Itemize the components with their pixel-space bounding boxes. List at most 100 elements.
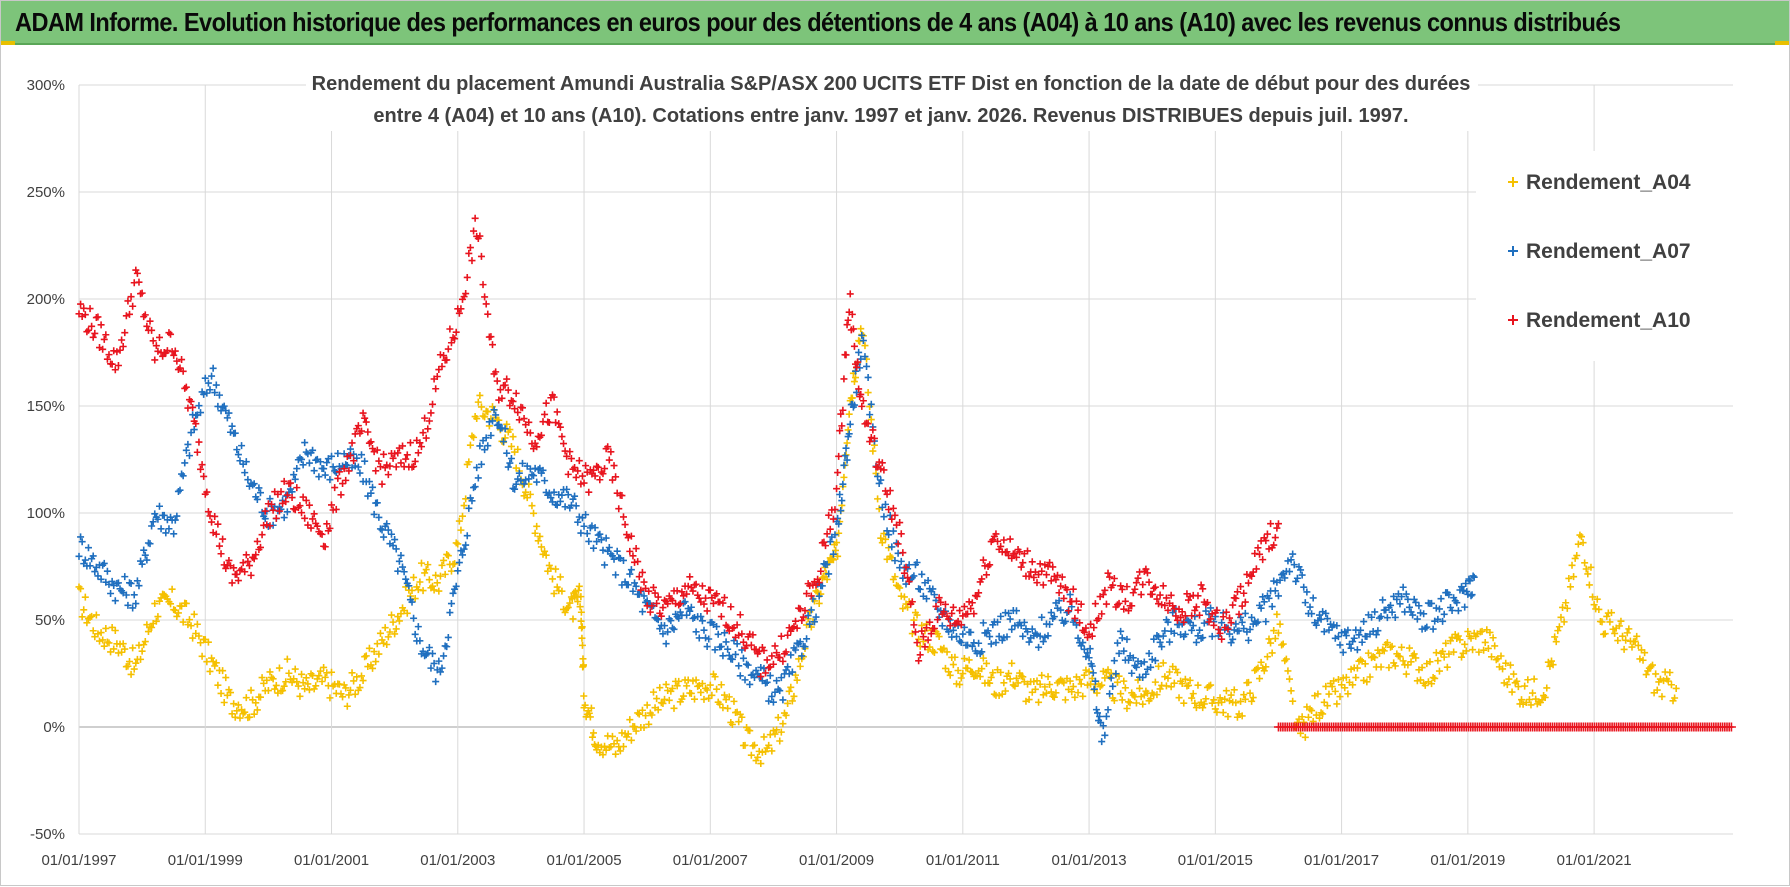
data-point <box>736 672 744 680</box>
data-point <box>383 520 391 528</box>
data-point <box>1227 619 1235 627</box>
data-point <box>1199 634 1207 642</box>
data-point <box>465 249 473 257</box>
data-point <box>580 522 588 530</box>
data-point <box>537 431 545 439</box>
data-point <box>1316 714 1323 722</box>
data-point <box>446 325 454 333</box>
data-point <box>105 639 113 647</box>
data-point <box>779 657 787 665</box>
corner-mark-left <box>1 41 15 45</box>
data-point <box>695 594 703 602</box>
data-point <box>380 450 388 458</box>
data-point <box>986 633 994 641</box>
data-point <box>705 635 713 643</box>
data-point <box>1092 706 1100 714</box>
data-point <box>982 571 990 579</box>
data-point <box>1249 568 1257 576</box>
data-point <box>253 706 261 714</box>
data-point <box>234 451 242 459</box>
data-point <box>1038 613 1046 621</box>
data-point <box>965 656 973 664</box>
data-point <box>1104 706 1112 714</box>
data-point <box>885 544 893 552</box>
data-point <box>452 328 460 336</box>
data-point <box>1587 563 1595 571</box>
data-point <box>1050 693 1058 701</box>
data-point <box>792 646 800 654</box>
data-point <box>114 579 122 587</box>
data-point <box>1347 644 1355 652</box>
data-point <box>1085 668 1093 676</box>
data-point <box>599 751 607 759</box>
data-point <box>1549 661 1557 669</box>
data-point <box>250 555 258 563</box>
data-point <box>803 635 811 643</box>
data-point <box>121 645 129 653</box>
data-point <box>1290 561 1298 569</box>
data-point <box>820 538 828 546</box>
data-point <box>185 452 193 460</box>
data-point <box>1181 612 1189 620</box>
data-point <box>1167 591 1175 599</box>
data-point <box>541 410 549 418</box>
data-point <box>913 559 921 567</box>
data-point <box>619 556 627 564</box>
data-point <box>187 622 195 630</box>
data-point <box>269 675 277 683</box>
data-point <box>433 373 441 381</box>
data-point <box>1267 639 1275 647</box>
data-point <box>894 540 902 548</box>
data-point <box>924 636 932 644</box>
data-point <box>342 476 350 484</box>
data-point <box>477 460 485 468</box>
data-point <box>225 409 233 417</box>
data-point <box>849 325 857 333</box>
data-point <box>1142 565 1150 573</box>
data-point <box>1314 690 1322 698</box>
data-point <box>280 514 288 522</box>
data-point <box>1087 620 1095 628</box>
data-point <box>345 467 353 475</box>
data-point <box>222 674 230 682</box>
data-point <box>389 618 397 626</box>
data-point <box>223 561 231 569</box>
data-point <box>703 643 711 651</box>
data-point <box>1117 627 1125 635</box>
data-point <box>1186 592 1194 600</box>
data-point <box>1434 657 1442 665</box>
data-point <box>1298 713 1306 721</box>
data-point <box>575 582 583 590</box>
data-point <box>662 640 670 648</box>
data-point <box>1284 667 1292 675</box>
data-point <box>735 631 743 639</box>
data-point <box>301 685 309 693</box>
data-point <box>154 347 162 355</box>
data-point <box>552 565 560 573</box>
data-point <box>1513 677 1521 685</box>
data-point <box>358 427 366 435</box>
data-point <box>692 676 700 684</box>
data-point <box>923 595 931 603</box>
data-point <box>261 515 269 523</box>
data-point <box>1404 661 1412 669</box>
data-point <box>597 536 605 544</box>
data-point <box>1461 640 1469 648</box>
data-point <box>1164 674 1172 682</box>
data-point <box>1458 583 1466 591</box>
data-point <box>1166 668 1174 676</box>
y-tick-label: 50% <box>35 612 65 629</box>
data-point <box>835 452 843 460</box>
data-point <box>1276 576 1284 584</box>
data-point <box>1555 623 1563 631</box>
x-tick-label: 01/01/2019 <box>1430 852 1505 869</box>
data-point <box>1076 619 1084 627</box>
data-point <box>367 438 375 446</box>
data-point <box>1060 594 1068 602</box>
data-point <box>1005 609 1013 617</box>
data-point <box>1458 653 1466 661</box>
data-point <box>646 608 654 616</box>
data-point <box>427 409 435 417</box>
x-tick-label: 01/01/2009 <box>799 852 874 869</box>
data-point <box>482 434 490 442</box>
